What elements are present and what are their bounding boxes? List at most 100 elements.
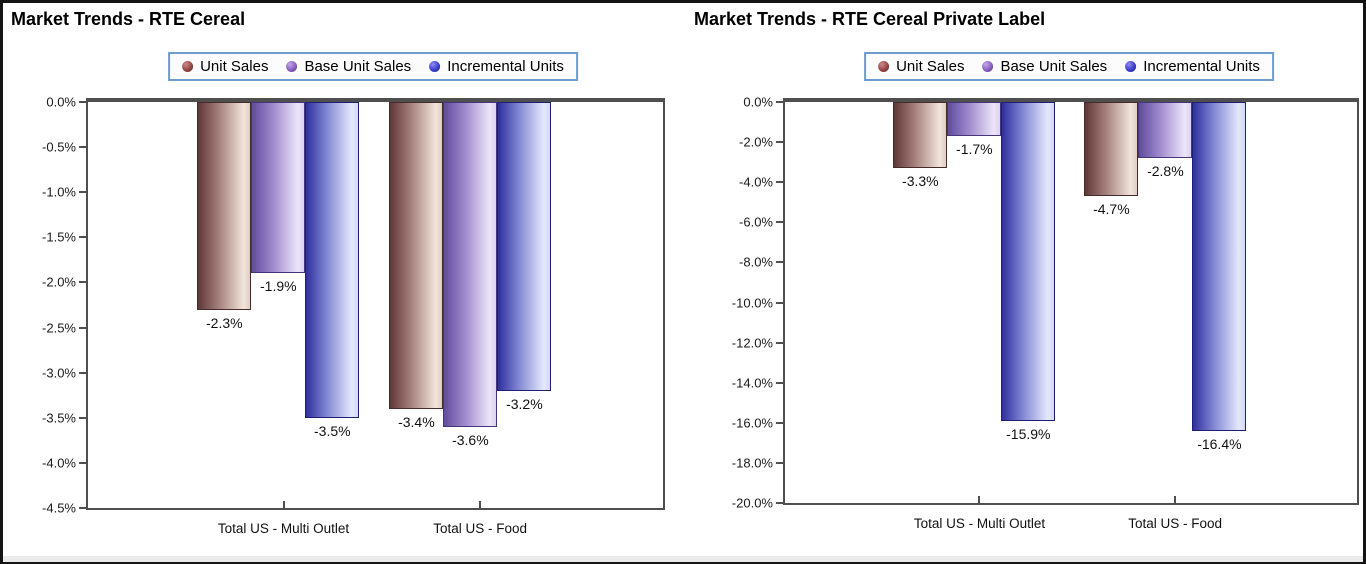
legend-label: Incremental Units	[447, 58, 564, 75]
legend-item-unit-sales: Unit Sales	[878, 58, 964, 75]
y-tick-label: -8.0%	[739, 254, 773, 270]
unit-sales-series-bullet-icon	[878, 61, 890, 72]
bar-value-label: -2.8%	[1147, 163, 1184, 180]
chart-title: Market Trends - RTE Cereal	[11, 9, 246, 29]
bar-value-label: -1.7%	[956, 141, 993, 158]
incremental-units-series-bullet-icon	[1125, 61, 1137, 72]
bottom-strip	[3, 556, 1363, 562]
y-tick-mark	[79, 146, 86, 149]
y-tick-label: -6.0%	[739, 214, 773, 230]
legend: Unit Sales Base Unit Sales Incremental Uni…	[168, 52, 578, 81]
y-tick-mark	[776, 221, 783, 224]
bar-incremental-units-total-us-food	[1192, 102, 1247, 431]
base-unit-sales-series-bullet-icon	[286, 61, 298, 72]
plot-area: 0.0% -2.0% -4.0% -6.0% -8.0% -10.0% -12.0% -14.…	[732, 95, 1359, 531]
bar-incremental-units-total-us-food	[497, 102, 552, 391]
y-tick-mark	[776, 461, 783, 464]
bar-base-unit-sales-total-us-food	[443, 102, 498, 427]
legend-item-base-unit-sales: Base Unit Sales	[286, 58, 411, 75]
y-tick-label: -2.0%	[739, 134, 773, 150]
y-tick-mark	[776, 181, 783, 184]
x-tick-mark	[282, 501, 285, 509]
y-tick-mark	[79, 191, 86, 194]
x-category-label-total-us-food: Total US - Food	[433, 521, 528, 536]
bar-unit-sales-total-us-multi-outlet	[893, 102, 948, 169]
y-tick-mark	[776, 381, 783, 384]
incremental-units-series-bullet-icon	[429, 61, 441, 72]
chart-title: Market Trends - RTE Cereal Private Label	[694, 9, 1046, 29]
y-tick-label: -10.0%	[731, 295, 773, 310]
bar-unit-sales-total-us-multi-outlet	[197, 102, 252, 310]
x-category-label-total-us-multi-outlet: Total US - Multi Outlet	[913, 516, 1046, 531]
y-tick-label: -2.0%	[42, 274, 76, 290]
legend-label: Unit Sales	[896, 58, 965, 75]
legend-label: Unit Sales	[200, 58, 269, 75]
bar-value-label: -15.9%	[1006, 425, 1051, 442]
legend-item-base-unit-sales: Base Unit Sales	[982, 58, 1107, 75]
y-tick-label: -0.5%	[42, 139, 76, 155]
bar-value-label: -16.4%	[1197, 435, 1242, 452]
legend-label: Incremental Units	[1143, 58, 1260, 75]
bar-value-label: -2.3%	[206, 314, 243, 331]
bar-unit-sales-total-us-food	[1084, 102, 1139, 197]
y-tick-mark	[776, 502, 783, 504]
bar-base-unit-sales-total-us-multi-outlet	[251, 102, 306, 274]
legend: Unit Sales Base Unit Sales Incremental Uni…	[864, 52, 1274, 81]
x-category-label-total-us-food: Total US - Food	[1128, 516, 1222, 531]
y-tick-mark	[79, 416, 86, 419]
base-unit-sales-series-bullet-icon	[982, 61, 994, 72]
y-tick-mark	[79, 101, 86, 103]
bar-value-label: -3.5%	[314, 422, 351, 439]
bar-value-label: -4.7%	[1093, 201, 1130, 218]
y-tick-mark	[79, 281, 86, 284]
y-tick-mark	[776, 421, 783, 424]
y-tick-mark	[79, 236, 86, 239]
y-tick-label: -4.0%	[42, 455, 76, 471]
y-tick-label: -2.5%	[42, 320, 76, 336]
y-tick-label: 0.0%	[743, 94, 773, 110]
y-tick-label: 0.0%	[46, 94, 76, 110]
y-tick-mark	[776, 261, 783, 264]
unit-sales-series-bullet-icon	[182, 61, 194, 72]
y-tick-label: -18.0%	[731, 455, 773, 471]
bar-incremental-units-total-us-multi-outlet	[1001, 102, 1056, 421]
x-category-label-total-us-multi-outlet: Total US - Multi Outlet	[217, 521, 350, 536]
bar-value-label: -1.9%	[260, 278, 297, 295]
bar-value-label: -3.4%	[398, 413, 435, 430]
y-tick-label: -1.5%	[42, 229, 76, 245]
y-tick-label: -1.0%	[42, 184, 76, 200]
chart-panel-rte-cereal-private-label: Market Trends - RTE Cereal Private Label…	[686, 3, 1363, 556]
legend-item-unit-sales: Unit Sales	[182, 58, 268, 75]
y-tick-mark	[79, 461, 86, 464]
plot-area: 0.0% -0.5% -1.0% -1.5% -2.0% -2.5% -3.0% -3.5% -…	[42, 95, 665, 536]
y-tick-mark	[79, 507, 86, 509]
legend-item-incremental-units: Incremental Units	[1125, 58, 1260, 75]
y-tick-label: -3.5%	[42, 410, 76, 426]
legend-label: Base Unit Sales	[1000, 58, 1108, 75]
x-tick-mark	[978, 496, 981, 504]
bar-incremental-units-total-us-multi-outlet	[305, 102, 360, 418]
y-tick-label: -14.0%	[731, 375, 773, 391]
x-tick-mark	[1174, 496, 1177, 504]
bar-value-label: -3.6%	[452, 431, 489, 448]
y-tick-mark	[79, 326, 86, 329]
bar-base-unit-sales-total-us-multi-outlet	[947, 102, 1002, 137]
y-tick-mark	[776, 101, 783, 103]
y-tick-mark	[776, 301, 783, 304]
y-tick-label: -4.5%	[42, 500, 76, 516]
bar-value-label: -3.3%	[902, 173, 939, 190]
y-tick-mark	[79, 371, 86, 374]
x-tick-mark	[479, 501, 482, 509]
y-tick-label: -20.0%	[731, 495, 773, 511]
legend-item-incremental-units: Incremental Units	[429, 58, 564, 75]
y-tick-label: -12.0%	[731, 335, 773, 351]
chart-panel-rte-cereal: Market Trends - RTE Cereal Unit Sales Bas…	[3, 3, 680, 556]
y-tick-mark	[776, 141, 783, 144]
bar-value-label: -3.2%	[506, 395, 543, 412]
legend-label: Base Unit Sales	[304, 58, 412, 75]
y-tick-label: -3.0%	[42, 365, 76, 381]
y-tick-label: -4.0%	[739, 174, 773, 190]
y-tick-mark	[776, 341, 783, 344]
y-tick-label: -16.0%	[731, 415, 773, 431]
